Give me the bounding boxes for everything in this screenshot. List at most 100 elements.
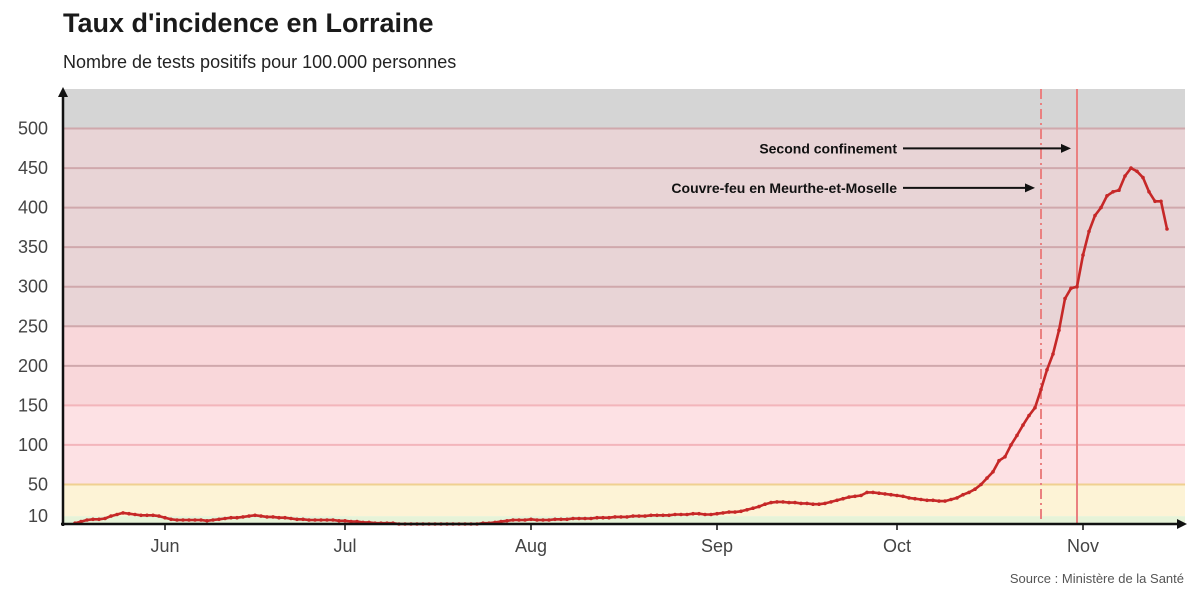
data-point: [949, 497, 953, 502]
data-point: [1093, 213, 1097, 218]
band-5: [63, 89, 1185, 129]
data-point: [637, 514, 641, 518]
data-point: [1069, 286, 1073, 291]
y-tick-label: 400: [18, 198, 48, 218]
data-point: [1003, 455, 1007, 459]
data-point: [1147, 190, 1151, 194]
data-point: [139, 513, 143, 518]
data-point: [265, 515, 269, 519]
data-point: [145, 513, 149, 518]
data-point: [169, 517, 173, 522]
data-point: [973, 487, 977, 492]
data-point: [313, 518, 317, 522]
data-point: [517, 518, 521, 522]
data-point: [229, 515, 233, 520]
data-point: [1099, 205, 1103, 210]
chart-title: Taux d'incidence en Lorraine: [63, 8, 434, 38]
x-tick-label: Nov: [1067, 536, 1099, 556]
data-point: [499, 519, 503, 524]
data-point: [331, 518, 335, 522]
data-point: [1045, 368, 1049, 372]
data-point: [883, 492, 887, 496]
data-point: [523, 518, 527, 522]
data-point: [841, 496, 845, 501]
data-point: [763, 502, 767, 507]
gridlines: [63, 127, 1185, 486]
y-tick-label: 500: [18, 119, 48, 139]
data-point: [1159, 199, 1163, 204]
data-point: [175, 518, 179, 522]
data-point: [727, 510, 731, 514]
data-point: [133, 512, 137, 517]
data-point: [661, 513, 665, 518]
y-tick-label: 100: [18, 435, 48, 455]
data-point: [829, 500, 833, 504]
data-point: [907, 496, 911, 500]
risk-bands: [63, 89, 1185, 524]
data-point: [865, 490, 869, 495]
data-point: [715, 511, 719, 516]
annotation-label-0: Second confinement: [759, 140, 897, 156]
data-point: [847, 495, 851, 499]
chart-subtitle: Nombre de tests positifs pour 100.000 pe…: [63, 52, 457, 72]
data-point: [259, 514, 263, 518]
data-point: [757, 504, 761, 509]
data-point: [853, 494, 857, 499]
x-tick-label: Jul: [333, 536, 356, 556]
data-point: [703, 512, 707, 517]
data-point: [511, 518, 515, 522]
data-point: [211, 518, 215, 522]
data-point: [685, 512, 689, 517]
data-point: [241, 515, 245, 519]
data-point: [325, 518, 329, 522]
data-point: [787, 500, 791, 505]
data-point: [721, 511, 725, 515]
data-point: [115, 512, 119, 517]
data-point: [1117, 188, 1121, 192]
data-point: [679, 512, 683, 517]
data-point: [823, 501, 827, 506]
data-point: [319, 518, 323, 522]
data-point: [109, 514, 113, 518]
data-point: [1123, 174, 1127, 178]
data-point: [811, 502, 815, 507]
data-point: [1111, 190, 1115, 194]
data-point: [271, 515, 275, 519]
data-point: [649, 513, 653, 518]
data-point: [997, 458, 1001, 463]
data-point: [1075, 284, 1079, 289]
data-point: [613, 515, 617, 519]
data-point: [1165, 227, 1169, 231]
data-point: [901, 494, 905, 499]
annotation-arrowhead-1: [1025, 183, 1035, 193]
data-point: [781, 500, 785, 504]
data-point: [859, 493, 863, 498]
data-point: [565, 517, 569, 522]
data-point: [307, 518, 311, 522]
annotation-lines: [1040, 89, 1078, 524]
data-point: [1015, 433, 1019, 438]
data-point: [1105, 194, 1109, 198]
y-tick-label: 150: [18, 395, 48, 415]
x-tick-label: Aug: [515, 536, 547, 556]
data-point: [157, 514, 161, 518]
annotation-arrowhead-0: [1061, 143, 1071, 153]
data-point: [1009, 443, 1013, 447]
data-point: [349, 519, 353, 524]
data-point: [871, 490, 875, 495]
band-4: [63, 128, 1185, 327]
y-tick-label: 200: [18, 356, 48, 376]
data-point: [775, 500, 779, 504]
data-point: [991, 470, 995, 474]
data-point: [805, 501, 809, 506]
data-point: [583, 516, 587, 521]
data-point: [127, 511, 131, 516]
data-point: [979, 482, 983, 487]
data-point: [535, 518, 539, 522]
data-point: [1129, 166, 1133, 170]
y-tick-label: 350: [18, 237, 48, 257]
data-point: [919, 497, 923, 502]
data-point: [733, 510, 737, 514]
data-point: [247, 514, 251, 518]
data-point: [655, 513, 659, 518]
